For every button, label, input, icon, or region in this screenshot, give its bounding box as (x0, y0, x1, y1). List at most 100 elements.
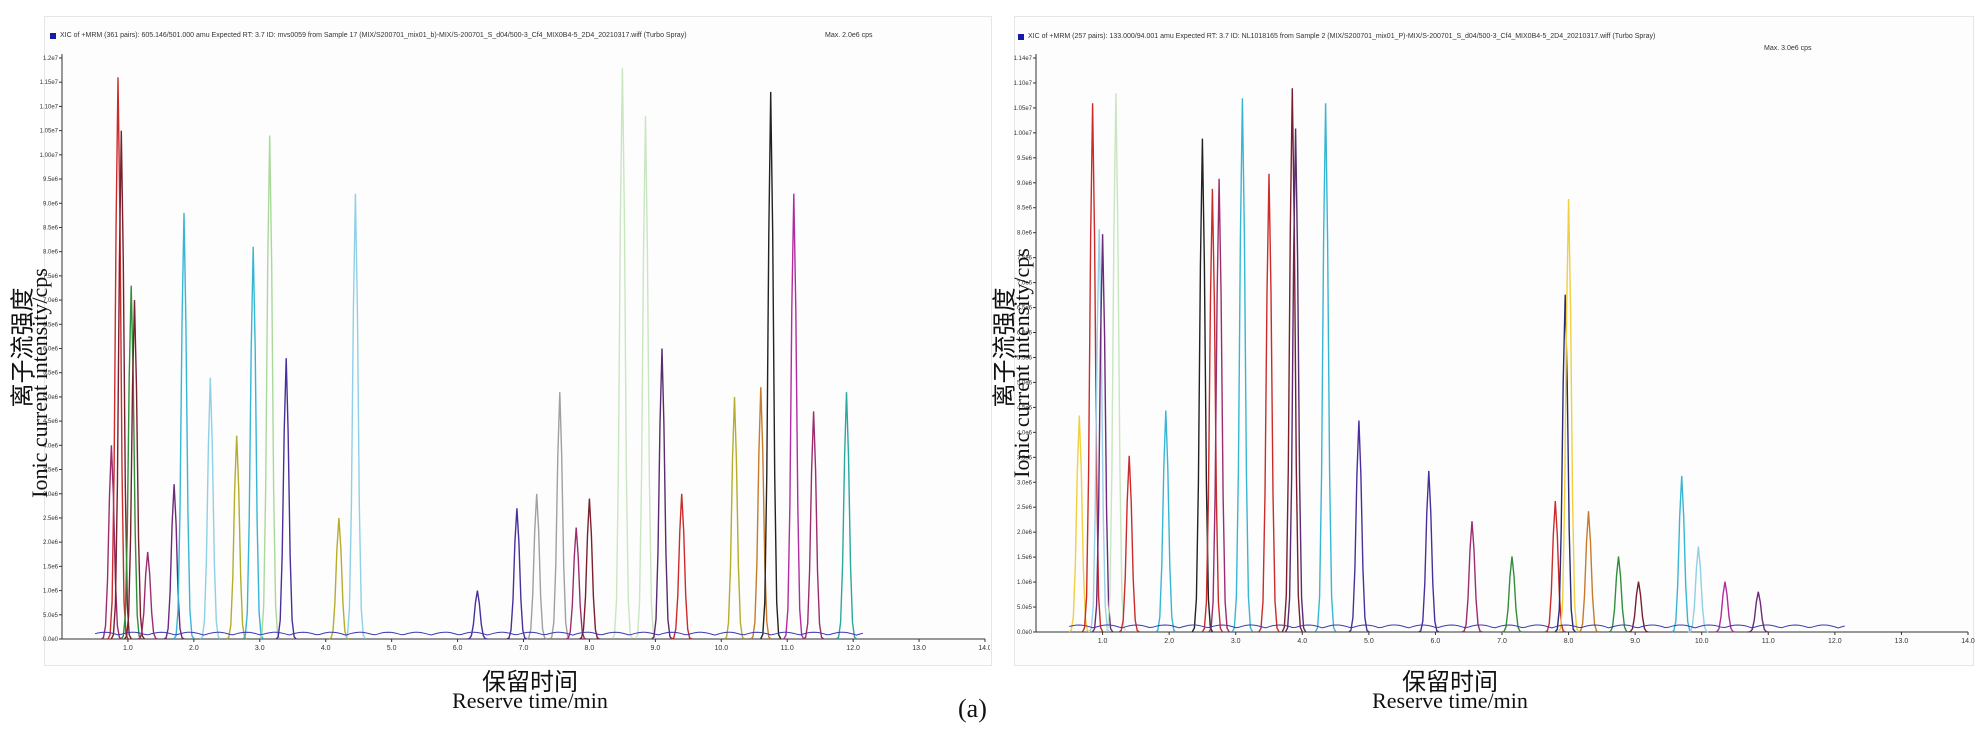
y-tick-label: 2.5e6 (43, 516, 59, 522)
x-tick-label: 14.0 (1961, 638, 1975, 645)
y-tick-label: 4.5e6 (1017, 405, 1033, 411)
chromatogram-peak (1671, 475, 1693, 633)
x-tick-label: 7.0 (1497, 638, 1507, 645)
y-tick-label: 1.10e7 (40, 104, 59, 110)
chromatogram-peak (611, 67, 633, 639)
chromatogram-peak (1258, 173, 1280, 633)
plot-frame-left (44, 16, 992, 666)
y-tick-label: 5.5e6 (1017, 355, 1033, 361)
chromatogram-peak (124, 300, 145, 640)
y-tick-label: 3.0e6 (43, 492, 59, 498)
chromatogram-plot-right: 0.0e0 5.0e5 1.0e6 1.5e6 2.0e6 2.5e6 3.0e6 3.5e6… (1014, 54, 1975, 645)
chromatogram-peak (1155, 410, 1177, 633)
chromatogram-peak (566, 527, 587, 640)
chromatogram-peak (549, 392, 571, 640)
y-tick-label: 0.0e0 (43, 637, 59, 643)
chromatogram-peak (1554, 294, 1576, 633)
y-tick-label: 6.5e6 (1017, 306, 1033, 312)
x-tick-label: 6.0 (453, 645, 463, 652)
x-axis-label-cn-right: 保留时间 (1402, 670, 1498, 696)
chromatogram-peak (1081, 103, 1104, 633)
y-axis-label-en-right: Ionic current intensity/cps (1009, 248, 1034, 478)
y-tick-label: 3.5e6 (43, 468, 59, 474)
chromatogram-peak (1105, 93, 1127, 633)
xic-header-right: XIC of +MRM (257 pairs): 133.000/94.001 … (1028, 33, 1656, 40)
x-tick-label: 9.0 (1630, 638, 1640, 645)
chromatogram-peak (579, 498, 600, 640)
chromatogram-panel-left: XIC of +MRM (361 pairs): 605.146/501.000… (0, 0, 992, 734)
y-tick-label: 5.5e6 (43, 371, 59, 377)
y-tick-label: 5.0e6 (43, 395, 59, 401)
chromatogram-peak (173, 212, 195, 640)
chromatogram-peak (328, 517, 350, 640)
xic-header-left: XIC of +MRM (361 pairs): 605.146/501.000… (60, 32, 687, 39)
x-tick-label: 11.0 (781, 645, 794, 652)
y-tick-label: 1.14e7 (1014, 56, 1033, 62)
y-tick-label: 1.15e7 (40, 80, 59, 86)
y-tick-label: 8.5e6 (1017, 206, 1033, 212)
y-tick-label: 1.0e6 (1017, 580, 1033, 586)
x-tick-label: 5.0 (1364, 638, 1374, 645)
chromatogram-peak (1118, 455, 1140, 633)
chromatogram-peak (344, 193, 366, 640)
chromatogram-peak (1628, 581, 1649, 633)
chromatogram-peak (101, 445, 122, 640)
x-tick-label: 1.0 (123, 645, 133, 652)
y-tick-label: 5.0e5 (1017, 605, 1033, 611)
chromatogram-peak (634, 116, 657, 640)
baseline-trace (94, 631, 864, 636)
chromatogram-peak (1314, 103, 1337, 633)
chromatogram-peak (1461, 521, 1483, 633)
chromatogram-peak (750, 387, 772, 640)
plot-frame-right (1014, 16, 1974, 666)
x-tick-label: 13.0 (1895, 638, 1909, 645)
y-tick-label: 8.0e6 (1017, 231, 1033, 237)
chromatogram-peak (1501, 556, 1523, 633)
y-tick-label: 2.5e6 (1017, 505, 1033, 511)
x-tick-label: 12.0 (1828, 638, 1842, 645)
chromatogram-peak (1557, 198, 1580, 633)
y-tick-label: 1.05e7 (1014, 106, 1033, 112)
y-tick-label: 3.5e6 (1017, 455, 1033, 461)
x-tick-label: 3.0 (1231, 638, 1241, 645)
chromatogram-peak (110, 130, 132, 640)
baseline-trace (1069, 624, 1845, 629)
chromatogram-peak (803, 411, 824, 640)
chromatogram-peak (1231, 98, 1254, 633)
x-axis-label-en-left: Reserve time/min (452, 688, 608, 713)
header-marker-left (50, 33, 56, 39)
max-note-right: Max. 3.0e6 cps (1764, 45, 1812, 52)
x-tick-label: 8.0 (1564, 638, 1574, 645)
chromatogram-peak (1208, 178, 1230, 633)
y-tick-label: 6.5e6 (43, 322, 59, 328)
chromatogram-peak (1201, 188, 1224, 633)
chromatogram-peak (1284, 128, 1307, 633)
y-tick-label: 7.0e6 (43, 298, 59, 304)
x-tick-label: 13.0 (912, 645, 926, 652)
y-tick-label: 1.05e7 (40, 129, 59, 135)
chromatogram-peak (651, 348, 673, 640)
y-tick-label: 9.0e6 (1017, 181, 1033, 187)
y-tick-label: 1.10e7 (1014, 81, 1033, 87)
chromatogram-peak (1191, 138, 1214, 633)
y-tick-label: 1.2e7 (43, 56, 59, 62)
y-axis-label-en-left: Ionic current intensity/cps (27, 268, 52, 498)
y-tick-label: 8.5e6 (43, 225, 59, 231)
x-tick-label: 6.0 (1431, 638, 1441, 645)
x-axis-label-cn-left: 保留时间 (482, 670, 578, 696)
x-tick-label: 2.0 (189, 645, 199, 652)
y-tick-label: 4.5e6 (43, 419, 59, 425)
y-tick-label: 1.00e7 (1014, 131, 1033, 137)
chromatogram-peak (467, 590, 488, 640)
y-tick-label: 6.0e6 (1017, 331, 1033, 337)
chromatogram-peak (1608, 556, 1629, 633)
y-tick-label: 5.0e5 (43, 613, 59, 619)
y-tick-label: 9.5e6 (43, 177, 59, 183)
chromatogram-peak (506, 508, 528, 640)
x-tick-label: 5.0 (387, 645, 397, 652)
x-tick-label: 11.0 (1762, 638, 1775, 645)
chromatogram-peak (724, 396, 745, 640)
x-tick-label: 10.0 (1695, 638, 1709, 645)
chromatogram-peak (1281, 88, 1303, 633)
chromatogram-peak (760, 91, 782, 640)
